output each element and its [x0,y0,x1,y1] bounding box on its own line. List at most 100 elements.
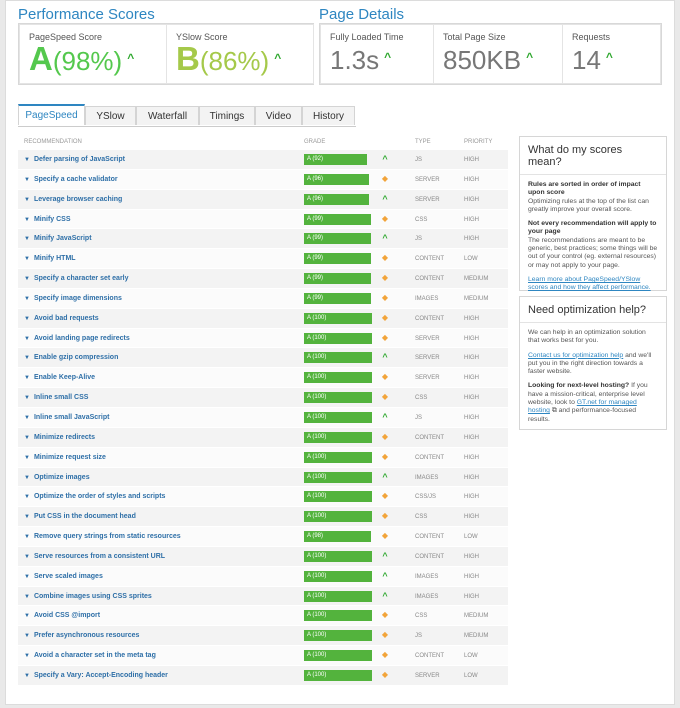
recommendation-name[interactable]: ▼ Inline small JavaScript [24,414,109,421]
table-row[interactable]: ▼ Remove query strings from static resour… [18,527,508,547]
managed-hosting-link[interactable]: GT.net for managed hosting [528,399,637,415]
expand-triangle-icon[interactable]: ▼ [24,434,30,441]
table-row[interactable]: ▼ Minimize request size A (100) ◆ CONTENT HIG… [18,447,508,468]
table-row[interactable]: ▼ Combine images using CSS sprites A (100)… [18,586,508,607]
recommendation-name[interactable]: ▼ Remove query strings from static resour… [24,533,181,540]
table-row[interactable]: ▼ Serve resources from a consistent URL A … [18,546,508,567]
recommendation-name[interactable]: ▼ Put CSS in the document head [24,513,136,520]
grade-bar-label: A (100) [307,433,327,440]
table-row[interactable]: ▼ Minify JavaScript A (99) ^ JS HIGH [18,229,508,250]
recommendation-name[interactable]: ▼ Serve scaled images [24,573,103,580]
expand-triangle-icon[interactable]: ▼ [24,395,30,402]
expand-triangle-icon[interactable]: ▼ [24,295,30,302]
recommendation-name[interactable]: ▼ Minimize request size [24,454,106,461]
page-size-value-wrap: 850KB ^ [443,45,533,76]
expand-triangle-icon[interactable]: ▼ [24,553,30,560]
expand-triangle-icon[interactable]: ▼ [24,315,30,322]
recommendation-name[interactable]: ▼ Optimize the order of styles and script… [24,493,165,500]
recommendation-name[interactable]: ▼ Minify JavaScript [24,235,92,242]
table-row[interactable]: ▼ Specify image dimensions A (99) ◆ IMAGES ME… [18,288,508,309]
expand-triangle-icon[interactable]: ▼ [24,474,30,481]
table-row[interactable]: ▼ Specify a Vary: Accept-Encoding header A… [18,665,508,686]
table-row[interactable]: ▼ Avoid CSS @import A (100) ◆ CSS MEDIUM [18,606,508,627]
expand-triangle-icon[interactable]: ▼ [24,494,30,501]
expand-triangle-icon[interactable]: ▼ [24,672,30,679]
recommendation-name[interactable]: ▼ Inline small CSS [24,394,88,401]
table-row[interactable]: ▼ Specify a cache validator A (96) ◆ SERVER H… [18,169,508,190]
expand-triangle-icon[interactable]: ▼ [24,196,30,203]
expand-triangle-icon[interactable]: ▼ [24,593,30,600]
expand-triangle-icon[interactable]: ▼ [24,335,30,342]
recommendation-type: JS [415,633,423,640]
recommendation-name[interactable]: ▼ Combine images using CSS sprites [24,593,152,600]
table-row[interactable]: ▼ Minify CSS A (99) ◆ CSS HIGH [18,209,508,230]
recommendation-name[interactable]: ▼ Specify a cache validator [24,176,118,183]
expand-triangle-icon[interactable]: ▼ [24,176,30,183]
recommendation-name[interactable]: ▼ Specify a Vary: Accept-Encoding header [24,672,168,679]
table-row[interactable]: ▼ Specify a character set early A (99) ◆ CON… [18,269,508,289]
recommendation-name[interactable]: ▼ Defer parsing of JavaScript [24,156,125,163]
expand-triangle-icon[interactable]: ▼ [24,454,30,461]
expand-triangle-icon[interactable]: ▼ [24,276,30,283]
expand-triangle-icon[interactable]: ▼ [24,355,30,362]
table-row[interactable]: ▼ Serve scaled images A (100) ^ IMAGES HIGH [18,566,508,587]
expand-triangle-icon[interactable]: ▼ [24,613,30,620]
table-row[interactable]: ▼ Leverage browser caching A (96) ^ SERVER HI… [18,189,508,210]
learn-more-link[interactable]: Learn more about PageSpeed/YSlow scores … [528,275,651,292]
table-row[interactable]: ▼ Avoid bad requests A (100) ◆ CONTENT HIGH [18,308,508,329]
grade-bar: A (100) [304,332,372,344]
table-row[interactable]: ▼ Inline small CSS A (100) ◆ CSS HIGH [18,388,508,408]
recommendation-name[interactable]: ▼ Leverage browser caching [24,196,122,203]
tab-waterfall[interactable]: Waterfall [136,106,199,125]
expand-triangle-icon[interactable]: ▼ [24,256,30,263]
contact-help-link[interactable]: Contact us for optimization help [528,351,624,359]
table-row[interactable]: ▼ Avoid landing page redirects A (100) ◆ SER… [18,328,508,349]
expand-triangle-icon[interactable]: ▼ [24,653,30,660]
expand-triangle-icon[interactable]: ▼ [24,216,30,223]
priority-diamond-icon: ◆ [381,531,389,541]
table-row[interactable]: ▼ Optimize images A (100) ^ IMAGES HIGH [18,467,508,488]
expand-triangle-icon[interactable]: ▼ [24,514,30,521]
expand-triangle-icon[interactable]: ▼ [24,633,30,640]
table-row[interactable]: ▼ Avoid a character set in the meta tag A … [18,646,508,666]
table-row[interactable]: ▼ Minify HTML A (99) ◆ CONTENT LOW [18,249,508,270]
expand-triangle-icon[interactable]: ▼ [24,157,30,163]
table-row[interactable]: ▼ Inline small JavaScript A (100) ^ JS HIGH [18,407,508,428]
tab-timings[interactable]: Timings [199,106,255,125]
recommendation-name[interactable]: ▼ Specify image dimensions [24,295,122,302]
tab-yslow[interactable]: YSlow [85,106,136,125]
table-row[interactable]: ▼ Enable Keep-Alive A (100) ◆ SERVER HIGH [18,368,508,389]
tab-video[interactable]: Video [255,106,302,125]
table-row[interactable]: ▼ Minimize redirects A (100) ◆ CONTENT HIGH [18,427,508,448]
table-row[interactable]: ▼ Prefer asynchronous resources A (100) ◆ JS… [18,626,508,647]
table-row[interactable]: ▼ Defer parsing of JavaScript A (92) ^ JS HIG… [18,150,508,170]
expand-triangle-icon[interactable]: ▼ [24,573,30,580]
recommendation-name[interactable]: ▼ Avoid landing page redirects [24,335,130,342]
tab-history[interactable]: History [302,106,355,125]
recommendation-name[interactable]: ▼ Avoid bad requests [24,315,99,322]
table-row[interactable]: ▼ Enable gzip compression A (100) ^ SERVER HI… [18,348,508,369]
recommendation-label: Avoid landing page redirects [33,334,130,342]
recommendation-name[interactable]: ▼ Minimize redirects [24,434,95,441]
grade-bar: A (100) [304,570,372,582]
priority-diamond-icon: ◆ [381,312,389,322]
expand-triangle-icon[interactable]: ▼ [24,534,30,541]
recommendation-name[interactable]: ▼ Optimize images [24,474,90,481]
recommendation-name[interactable]: ▼ Specify a character set early [24,275,129,282]
tab-pagespeed[interactable]: PageSpeed [18,104,85,125]
recommendation-name[interactable]: ▼ Avoid CSS @import [24,612,100,619]
recommendation-name[interactable]: ▼ Enable gzip compression [24,354,118,361]
recommendation-name[interactable]: ▼ Minify CSS [24,216,71,223]
recommendation-name[interactable]: ▼ Prefer asynchronous resources [24,632,139,639]
recommendation-name[interactable]: ▼ Serve resources from a consistent URL [24,553,165,560]
expand-triangle-icon[interactable]: ▼ [24,414,30,421]
page-size-value: 850KB [443,45,522,75]
recommendation-name[interactable]: ▼ Minify HTML [24,255,76,262]
recommendation-name[interactable]: ▼ Enable Keep-Alive [24,374,95,381]
table-row[interactable]: ▼ Put CSS in the document head A (100) ◆ CSS… [18,507,508,528]
recommendation-name[interactable]: ▼ Avoid a character set in the meta tag [24,652,156,659]
expand-triangle-icon[interactable]: ▼ [24,236,30,243]
header-priority: PRIORITY [464,139,493,145]
expand-triangle-icon[interactable]: ▼ [24,375,30,382]
table-row[interactable]: ▼ Optimize the order of styles and script… [18,487,508,508]
